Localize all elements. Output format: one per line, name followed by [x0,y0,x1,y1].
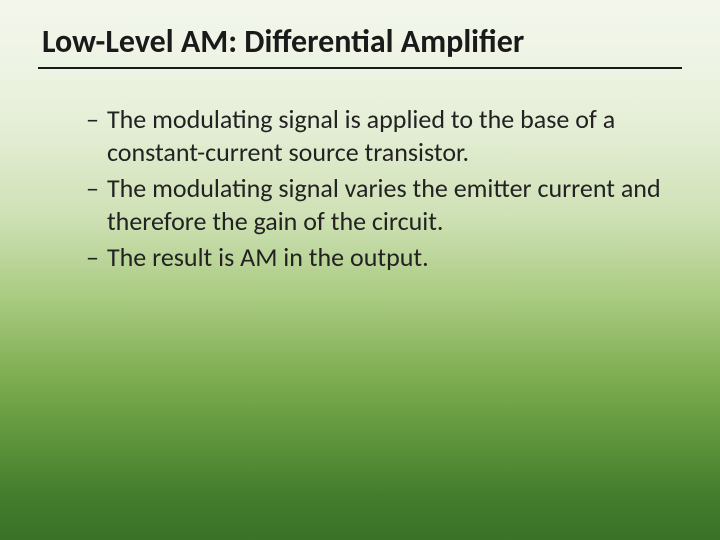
list-item: – The modulating signal is applied to th… [86,103,662,168]
slide-title: Low-Level AM: Differential Amplifier [38,22,682,61]
bullet-text: The modulating signal is applied to the … [107,103,662,168]
slide: Low-Level AM: Differential Amplifier – T… [0,0,720,540]
bullet-dash-icon: – [86,103,99,136]
bullet-list: – The modulating signal is applied to th… [38,103,682,274]
bullet-dash-icon: – [86,172,99,205]
list-item: – The result is AM in the output. [86,241,662,274]
bullet-text: The result is AM in the output. [107,241,429,274]
bullet-dash-icon: – [86,241,99,274]
list-item: – The modulating signal varies the emitt… [86,172,662,237]
title-underline [38,67,682,69]
bullet-text: The modulating signal varies the emitter… [107,172,662,237]
